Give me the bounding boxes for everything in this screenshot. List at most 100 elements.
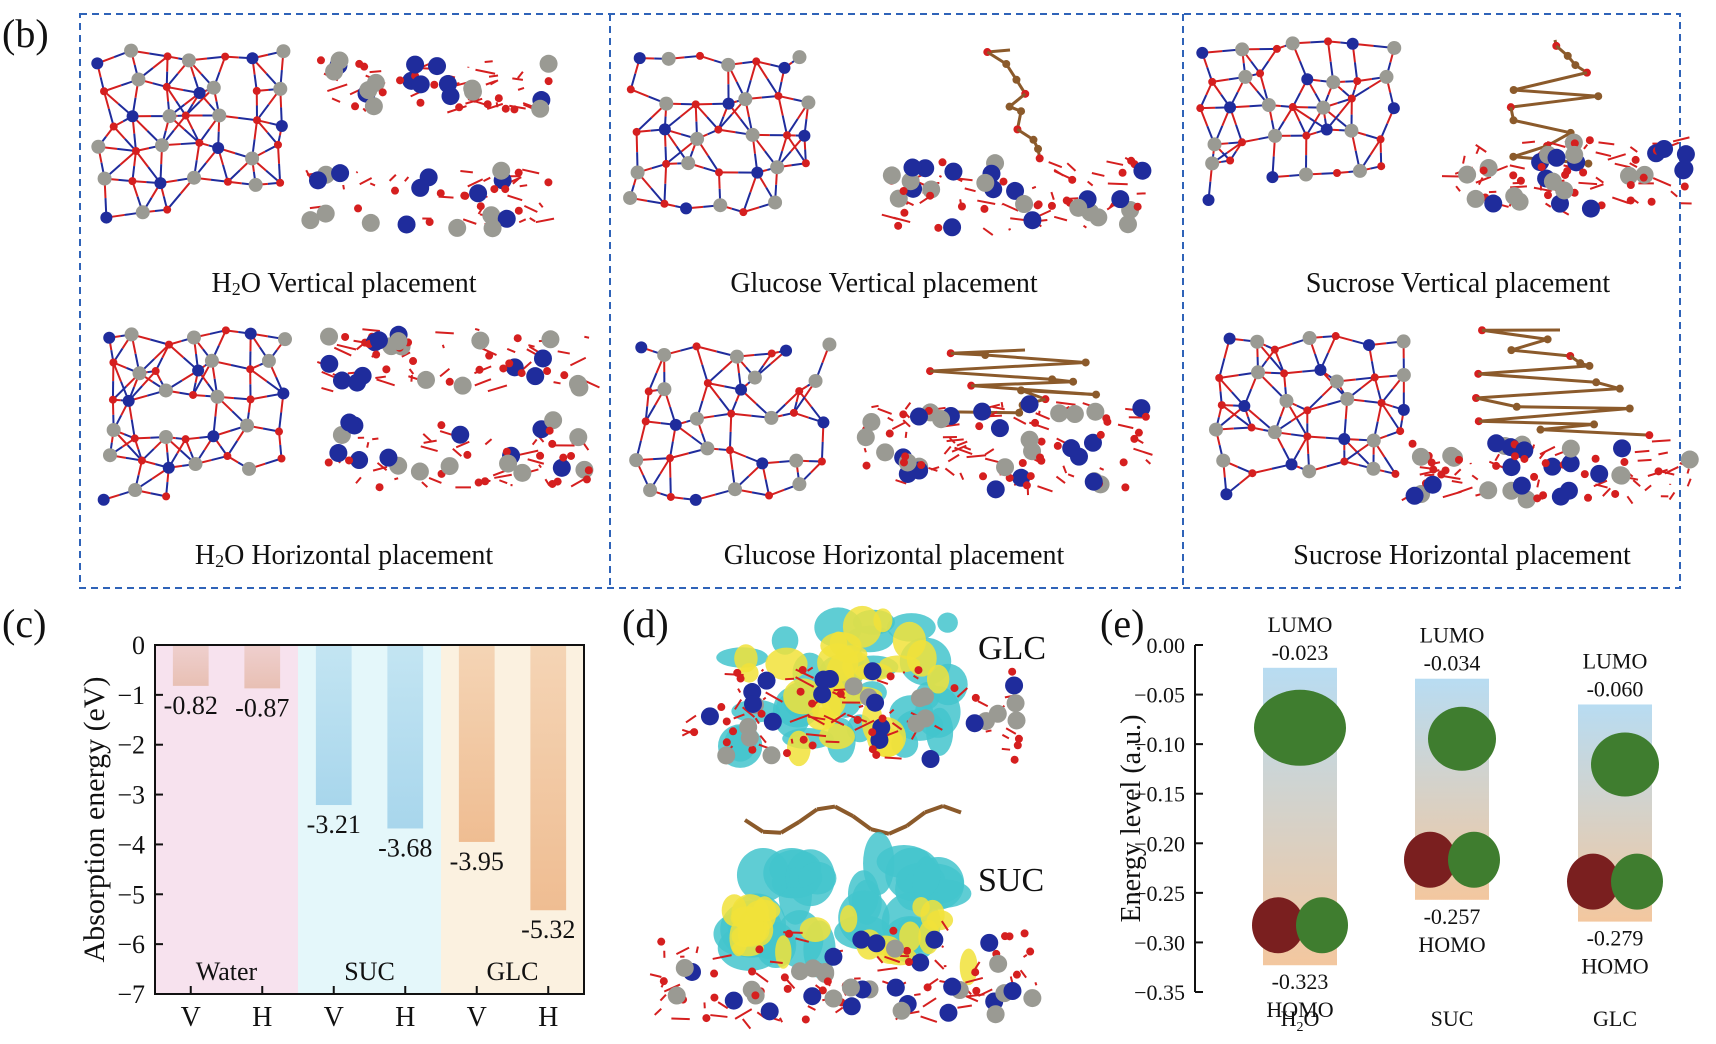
bond xyxy=(570,478,585,488)
atom xyxy=(1220,488,1233,501)
bond xyxy=(825,740,840,744)
atom xyxy=(192,364,205,377)
atom xyxy=(425,218,434,227)
bond xyxy=(342,184,345,190)
isosurface-yellow xyxy=(926,664,950,694)
bond xyxy=(959,472,965,481)
bond xyxy=(795,937,810,943)
atom xyxy=(100,87,109,96)
atom xyxy=(1196,104,1205,113)
atom xyxy=(957,202,966,211)
adsorbate-bond xyxy=(762,829,782,835)
atom xyxy=(975,422,984,431)
bond xyxy=(659,994,667,1002)
bond xyxy=(902,419,911,428)
atom xyxy=(301,211,320,230)
homo-value-0: -0.323 xyxy=(1272,969,1329,994)
atom xyxy=(1512,476,1531,495)
atom xyxy=(894,221,903,230)
lumo-orbital-1 xyxy=(1428,706,1496,771)
atom xyxy=(1338,433,1351,446)
atom xyxy=(1083,433,1102,452)
atom xyxy=(669,418,682,431)
atom xyxy=(1366,433,1381,448)
bond xyxy=(484,60,493,63)
atom xyxy=(100,211,113,224)
bond xyxy=(467,178,484,188)
atom xyxy=(497,209,516,228)
bond xyxy=(1672,136,1690,143)
atom xyxy=(1053,441,1062,450)
bar-value-label-3: -3.68 xyxy=(378,833,432,862)
atom xyxy=(801,159,810,168)
atom xyxy=(752,57,761,66)
bond xyxy=(483,176,491,183)
bond xyxy=(1626,495,1634,505)
bond xyxy=(734,1008,753,1020)
atom xyxy=(1208,422,1223,437)
atom xyxy=(162,109,177,124)
bond xyxy=(863,447,867,453)
bond xyxy=(922,997,937,1008)
atom xyxy=(1031,418,1040,427)
atom xyxy=(798,666,807,675)
surface-slab xyxy=(1441,133,1695,218)
atom xyxy=(659,977,668,986)
isosurface-yellow xyxy=(839,905,858,933)
atom xyxy=(916,687,935,706)
isosurface-yellow xyxy=(799,917,831,942)
bond xyxy=(487,384,508,393)
x-tick-label-0: V xyxy=(181,1002,201,1033)
bond xyxy=(884,955,901,964)
atom xyxy=(1133,161,1152,180)
bond xyxy=(327,83,348,93)
atom xyxy=(938,158,947,167)
bond xyxy=(913,674,919,680)
bond xyxy=(1593,479,1608,488)
atom xyxy=(188,457,203,472)
bond xyxy=(1475,143,1487,153)
atom xyxy=(483,100,492,109)
bond xyxy=(977,199,996,205)
bond xyxy=(830,712,847,724)
atom xyxy=(445,377,454,386)
bond xyxy=(528,344,535,348)
atom xyxy=(817,416,830,429)
adsorbate-bond xyxy=(888,823,908,836)
bond xyxy=(649,973,662,978)
atom xyxy=(1396,427,1405,436)
atom xyxy=(965,714,984,733)
bond xyxy=(1583,144,1589,150)
bond xyxy=(971,380,1074,388)
atom xyxy=(162,461,175,474)
atom xyxy=(1121,483,1130,492)
bond xyxy=(1664,466,1679,475)
atom xyxy=(770,160,785,175)
atom xyxy=(1555,181,1574,200)
atom xyxy=(1302,331,1317,346)
bond xyxy=(452,448,462,457)
bond xyxy=(717,1001,729,1010)
bond xyxy=(553,381,561,385)
atom xyxy=(1570,139,1579,148)
atom xyxy=(657,382,672,397)
lumo-orbital-2 xyxy=(1591,732,1659,797)
atom xyxy=(97,171,112,186)
atom xyxy=(552,458,571,477)
atom xyxy=(455,103,464,112)
atom xyxy=(661,51,676,66)
atom xyxy=(308,171,327,190)
bond xyxy=(321,386,334,393)
bond xyxy=(944,467,955,476)
atom xyxy=(1037,437,1046,446)
atom xyxy=(1479,481,1498,500)
atom xyxy=(158,383,173,398)
atom xyxy=(914,666,923,675)
atom xyxy=(644,387,653,396)
atom xyxy=(246,365,255,374)
atom xyxy=(332,371,351,390)
bond xyxy=(518,449,539,456)
atom xyxy=(409,357,418,366)
atom xyxy=(533,349,552,368)
bond xyxy=(1510,94,1599,109)
